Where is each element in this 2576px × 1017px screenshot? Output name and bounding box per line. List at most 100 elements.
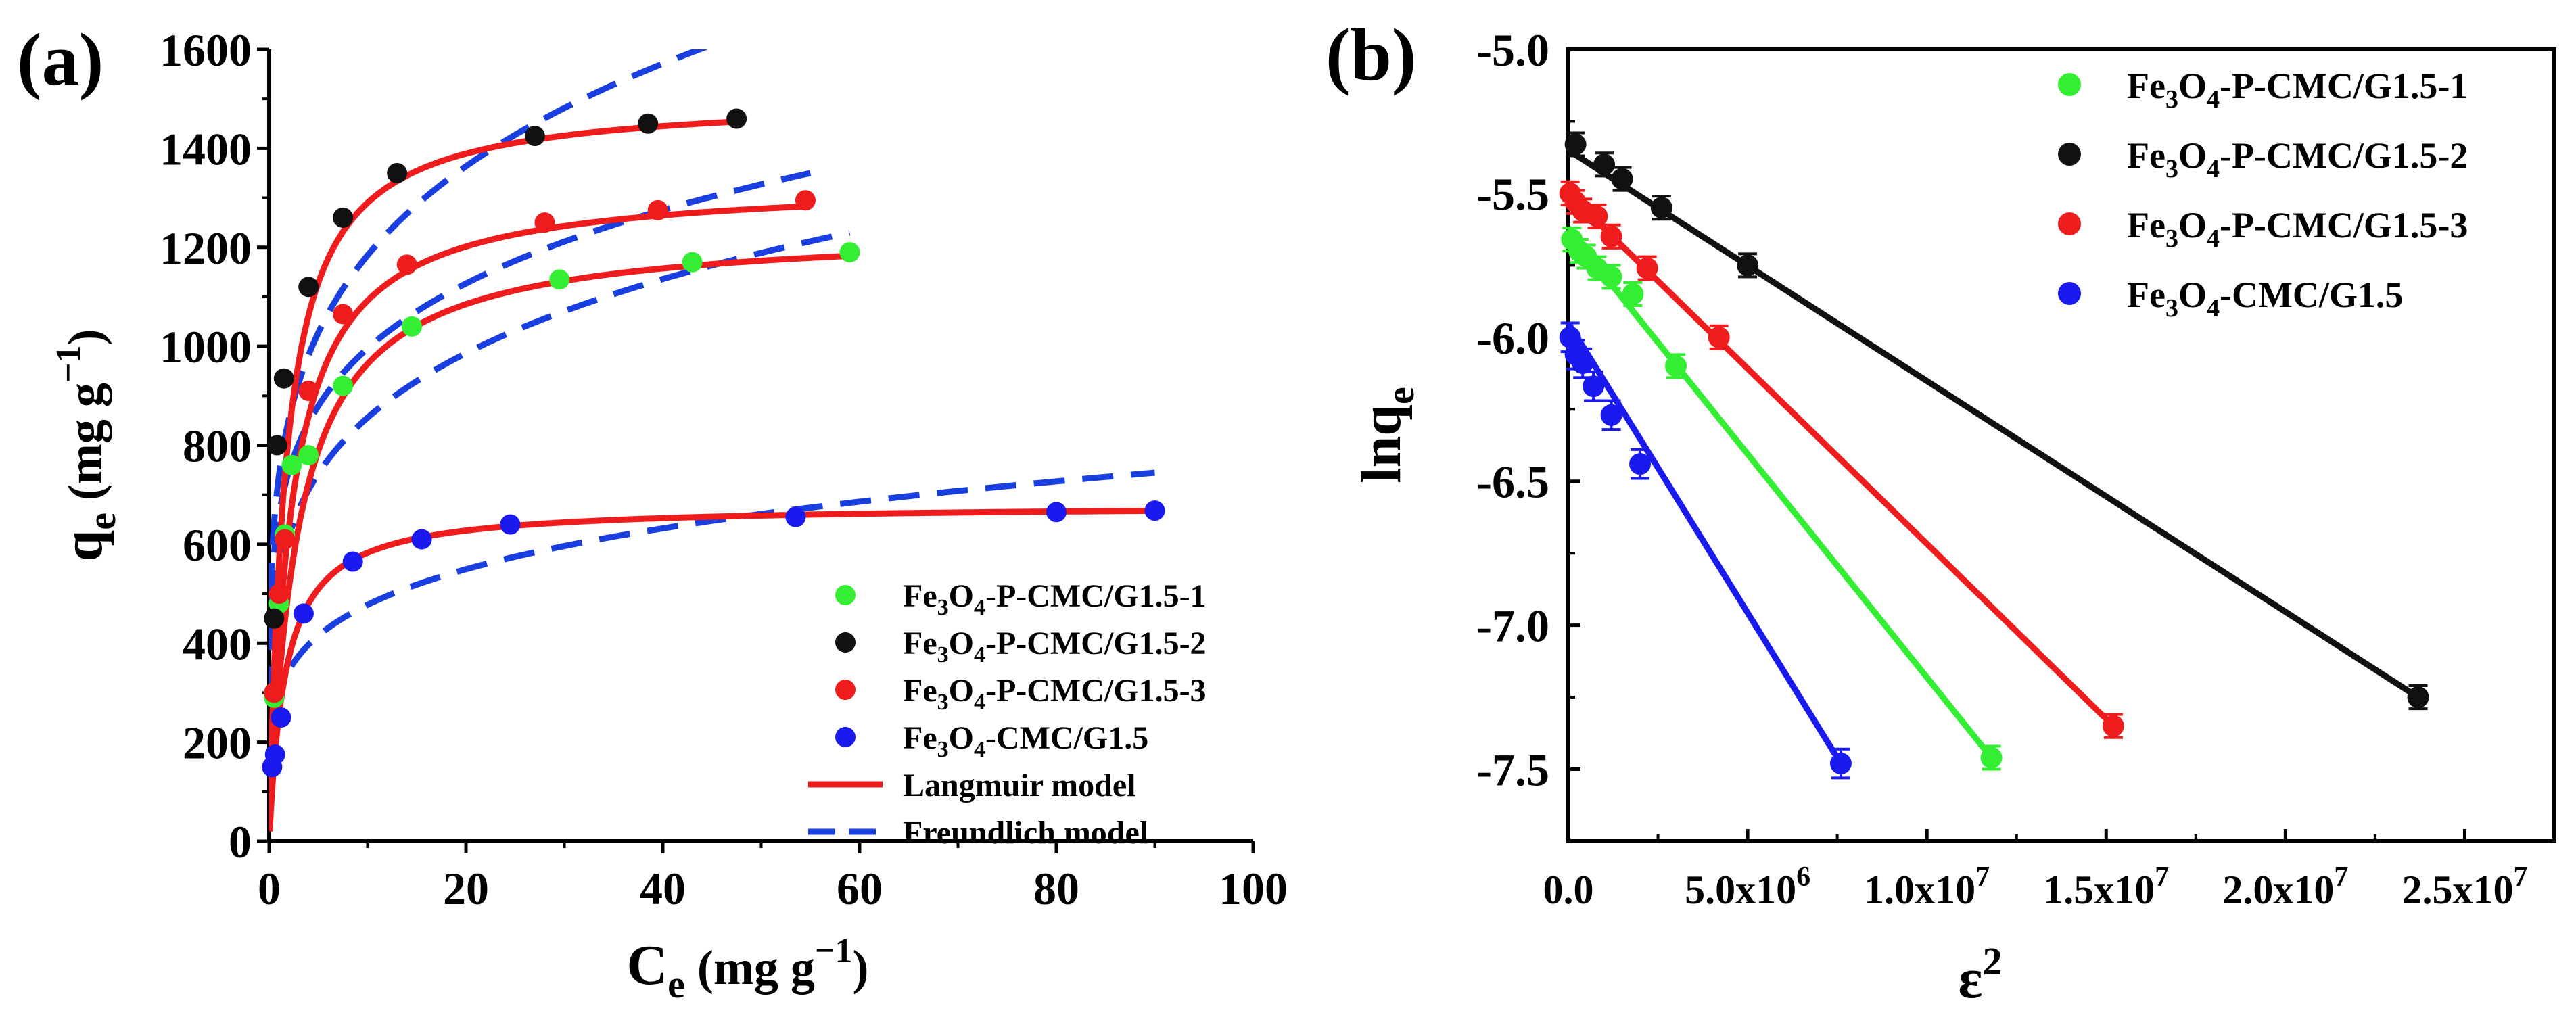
data-point xyxy=(1611,168,1633,190)
data-point xyxy=(785,506,806,527)
data-point xyxy=(1708,326,1730,348)
b-y-label-sub: e xyxy=(1378,387,1422,404)
b-x-tick-mantissa: 1.0x10 xyxy=(1864,868,1975,912)
legend-sub: 3 xyxy=(937,642,949,667)
a-y-tick-label: 1600 xyxy=(160,24,252,76)
a-series-4 xyxy=(262,500,1165,778)
b-x-label-main: ε xyxy=(1959,947,1983,1010)
data-point xyxy=(524,126,545,147)
legend-label: Langmuir model xyxy=(903,767,1135,803)
a-y-label-close: ) xyxy=(58,329,112,345)
b-y-tick-label: -7.5 xyxy=(1476,744,1549,796)
legend-label: Fe3O4-P-CMC/G1.5-3 xyxy=(2127,205,2468,253)
b-y-tick-label: -5.0 xyxy=(1476,24,1549,76)
legend-label: Fe3O4-P-CMC/G1.5-2 xyxy=(903,625,1207,667)
a-y-tick-label: 1400 xyxy=(160,123,252,174)
data-point xyxy=(273,368,294,389)
data-point xyxy=(534,212,555,233)
legend-text: -CMC/G1.5 xyxy=(985,720,1148,756)
legend-text: Fe xyxy=(903,625,937,661)
b-y-tick-label: -6.0 xyxy=(1476,312,1549,364)
legend-text: -P-CMC/G1.5-3 xyxy=(985,673,1207,709)
a-x-tick-label: 80 xyxy=(1033,863,1079,914)
legend-label: Fe3O4-P-CMC/G1.5-1 xyxy=(2127,66,2468,114)
a-x-label-sub: e xyxy=(668,962,685,1006)
b-plot-frame xyxy=(1566,47,2556,843)
legend-sub: 3 xyxy=(2165,294,2178,323)
data-point xyxy=(264,744,285,765)
b-series-2 xyxy=(1564,131,2429,711)
a-y-tick-label: 0 xyxy=(229,816,252,868)
freundlich-curve xyxy=(269,229,851,698)
b-fit-line xyxy=(1566,229,1994,760)
b-x-tick-label: 2.0x107 xyxy=(2222,861,2348,912)
data-point xyxy=(795,190,816,211)
data-point xyxy=(1980,747,2003,769)
legend-text: O xyxy=(949,625,974,661)
data-point xyxy=(1665,355,1687,377)
legend-label: Fe3O4-CMC/G1.5 xyxy=(903,720,1148,762)
a-legend: Fe3O4-P-CMC/G1.5-1Fe3O4-P-CMC/G1.5-2Fe3O… xyxy=(808,578,1207,851)
legend-text: O xyxy=(2178,66,2207,106)
data-point xyxy=(1829,753,1852,775)
legend-sub: 4 xyxy=(2207,85,2220,114)
b-x-axis-label: ε2 xyxy=(1959,939,2003,1010)
a-y-tick-label: 1200 xyxy=(160,222,252,274)
legend-text: O xyxy=(2178,135,2207,176)
a-y-label-main: q xyxy=(51,530,114,562)
legend-label: Fe3O4-P-CMC/G1.5-2 xyxy=(2127,135,2468,183)
legend-label: Fe3O4-P-CMC/G1.5-3 xyxy=(903,673,1207,715)
b-x-tick-mantissa: 2.0x10 xyxy=(2222,868,2334,912)
data-point xyxy=(293,603,314,624)
legend-text: Fe xyxy=(903,720,937,756)
data-point xyxy=(1629,453,1652,475)
legend-sub: 4 xyxy=(974,690,985,715)
a-x-tick-label: 20 xyxy=(443,863,489,914)
b-x-tick-exp: 7 xyxy=(2155,861,2169,893)
b-x-tick-mantissa: 5.0x10 xyxy=(1685,868,1796,912)
data-point xyxy=(333,207,354,228)
data-point xyxy=(281,454,302,475)
legend-sub: 3 xyxy=(2165,224,2178,253)
legend-marker xyxy=(2058,73,2081,96)
data-point xyxy=(342,551,363,572)
data-point xyxy=(271,707,291,728)
a-x-tick-label: 0 xyxy=(258,863,281,914)
data-point xyxy=(1600,225,1622,247)
legend-marker xyxy=(835,585,856,605)
data-point xyxy=(387,162,408,183)
data-point xyxy=(264,682,285,703)
a-y-tick-label: 600 xyxy=(183,519,252,571)
b-x-label-sup: 2 xyxy=(1982,939,2002,983)
b-y-tick-label: -7.0 xyxy=(1476,600,1549,652)
a-x-label-sup: −1 xyxy=(815,932,853,970)
legend-text: Fe xyxy=(2127,135,2165,176)
data-point xyxy=(266,435,287,456)
legend-marker xyxy=(835,680,856,700)
legend-text: -P-CMC/G1.5-2 xyxy=(2220,135,2468,176)
b-y-tick-label: -5.5 xyxy=(1476,168,1549,220)
a-y-label-sup: −1 xyxy=(49,345,88,383)
legend-text: Fe xyxy=(2127,66,2165,106)
legend-sub: 3 xyxy=(937,595,949,620)
legend-label: Freundlich model xyxy=(903,815,1148,851)
legend-sub: 4 xyxy=(974,595,985,620)
a-series-3 xyxy=(264,190,816,703)
b-series-4 xyxy=(1559,321,1852,780)
b-x-tick-label: 1.5x107 xyxy=(2043,861,2169,912)
b-x-tick-mantissa: 2.5x10 xyxy=(2402,868,2513,912)
b-x-tick-label: 0.0 xyxy=(1543,868,1594,912)
b-legend: Fe3O4-P-CMC/G1.5-1Fe3O4-P-CMC/G1.5-2Fe3O… xyxy=(2058,66,2468,323)
legend-sub: 4 xyxy=(974,642,985,667)
panel-a: (a) 0 200 400 600 800 1000 1200 1400 1600 0 20 40 60 8… xyxy=(17,18,1288,1006)
legend-text: O xyxy=(2178,205,2207,245)
data-point xyxy=(275,529,296,550)
legend-text: O xyxy=(949,673,974,709)
a-series-2 xyxy=(264,108,747,629)
data-point xyxy=(638,113,659,134)
legend-marker xyxy=(2058,282,2081,305)
legend-sub: 4 xyxy=(974,737,985,762)
b-fit-line xyxy=(1566,321,1844,765)
a-y-axis-label: qe (mg g−1) xyxy=(49,329,124,561)
